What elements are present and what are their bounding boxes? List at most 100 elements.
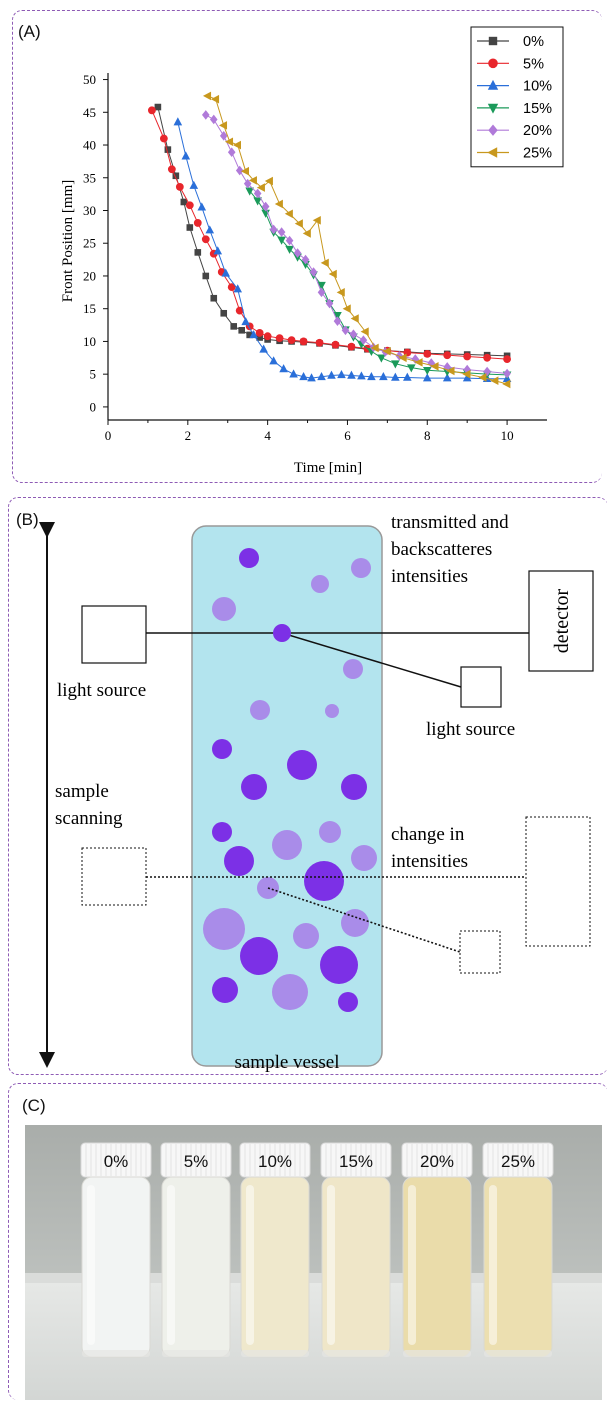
data-point bbox=[233, 284, 243, 293]
data-point bbox=[442, 373, 452, 382]
transmitted-label-3: intensities bbox=[391, 566, 468, 587]
data-point bbox=[264, 176, 273, 186]
data-point bbox=[488, 124, 498, 136]
legend-label: 20% bbox=[523, 123, 552, 139]
particle bbox=[311, 575, 329, 593]
data-point bbox=[490, 376, 499, 386]
data-point bbox=[180, 198, 188, 206]
chart-legend: 0% 5% 10% 15% 20% 25% bbox=[470, 26, 564, 168]
data-point bbox=[248, 176, 257, 185]
data-point bbox=[213, 246, 223, 255]
particle bbox=[304, 861, 344, 901]
data-point bbox=[341, 325, 350, 336]
data-point bbox=[210, 294, 218, 302]
data-point bbox=[193, 219, 202, 227]
series-line bbox=[177, 121, 508, 380]
data-point bbox=[403, 372, 412, 381]
data-point bbox=[331, 340, 340, 349]
data-point bbox=[478, 373, 487, 382]
data-point bbox=[205, 225, 215, 234]
data-point bbox=[427, 358, 436, 368]
data-point bbox=[197, 202, 207, 211]
data-point bbox=[186, 224, 194, 231]
y-tick-label: 50 bbox=[83, 72, 96, 87]
particle bbox=[240, 937, 278, 975]
data-point bbox=[202, 91, 212, 101]
data-point bbox=[312, 216, 321, 225]
data-point bbox=[487, 79, 499, 90]
data-point bbox=[238, 327, 245, 334]
legend-item: 10% bbox=[477, 79, 552, 95]
particle bbox=[343, 659, 363, 679]
data-point bbox=[309, 267, 318, 277]
data-point bbox=[279, 364, 288, 373]
particle bbox=[338, 992, 358, 1012]
bottle-label: 10% bbox=[258, 1152, 292, 1171]
data-point bbox=[391, 372, 400, 381]
data-point bbox=[391, 360, 400, 369]
data-point bbox=[259, 344, 268, 353]
legend-item: 20% bbox=[477, 123, 552, 139]
y-tick-label: 30 bbox=[83, 203, 96, 218]
y-tick-label: 10 bbox=[83, 334, 96, 349]
data-point bbox=[379, 371, 388, 381]
series-4 bbox=[201, 110, 511, 379]
data-point bbox=[342, 304, 351, 313]
data-point bbox=[293, 248, 302, 258]
change-label-2: intensities bbox=[391, 851, 468, 872]
detector-label: detector bbox=[551, 588, 573, 653]
transmitted-label-1: transmitted and bbox=[391, 512, 509, 533]
data-point bbox=[285, 235, 294, 246]
data-point bbox=[294, 219, 303, 228]
data-point bbox=[370, 343, 379, 353]
sample-scanning-label-2: scanning bbox=[55, 808, 123, 829]
detector-box-lower bbox=[525, 816, 591, 947]
data-point bbox=[483, 353, 492, 362]
data-point bbox=[210, 94, 220, 104]
data-point bbox=[462, 369, 471, 379]
legend-label: 25% bbox=[523, 146, 552, 162]
data-point bbox=[446, 366, 455, 376]
y-tick-label: 20 bbox=[83, 268, 96, 283]
bottle-5: 25% bbox=[482, 1142, 554, 1358]
data-point bbox=[230, 323, 238, 330]
data-point bbox=[261, 201, 270, 212]
particle bbox=[320, 946, 358, 984]
legend-label: 5% bbox=[523, 56, 544, 72]
bottle-label: 5% bbox=[184, 1152, 209, 1171]
data-point bbox=[201, 235, 210, 244]
particle bbox=[241, 774, 267, 800]
panel-a-label: (A) bbox=[18, 22, 41, 41]
sample-scanning-label-1: sample bbox=[55, 781, 109, 802]
data-point bbox=[194, 249, 202, 256]
panel-a bbox=[12, 10, 602, 483]
series-line bbox=[157, 106, 508, 357]
data-point bbox=[154, 103, 162, 111]
data-point bbox=[347, 342, 356, 351]
data-point bbox=[414, 358, 423, 367]
legend-label: 0% bbox=[523, 34, 544, 50]
data-point bbox=[181, 151, 191, 160]
x-tick-label: 4 bbox=[264, 428, 271, 443]
detector-box bbox=[528, 570, 594, 672]
particle bbox=[293, 923, 319, 949]
y-tick-label: 25 bbox=[83, 236, 96, 251]
particle bbox=[319, 821, 341, 843]
light-source-label-right: light source bbox=[426, 719, 515, 740]
particle bbox=[203, 908, 245, 950]
data-point bbox=[325, 298, 334, 309]
bottle-4: 20% bbox=[401, 1142, 473, 1358]
series-2 bbox=[173, 117, 512, 383]
x-axis-label: Time [min] bbox=[294, 460, 362, 476]
data-point bbox=[347, 370, 356, 379]
data-point bbox=[219, 131, 228, 141]
data-point bbox=[220, 309, 228, 317]
data-point bbox=[209, 114, 218, 125]
light-source-box-right-lower bbox=[459, 930, 501, 974]
bottle-label: 0% bbox=[104, 1152, 129, 1171]
data-point bbox=[360, 327, 369, 336]
data-point bbox=[398, 353, 407, 363]
transmitted-label-2: backscatteres bbox=[391, 539, 492, 560]
data-point bbox=[164, 146, 172, 153]
data-point bbox=[275, 334, 284, 343]
